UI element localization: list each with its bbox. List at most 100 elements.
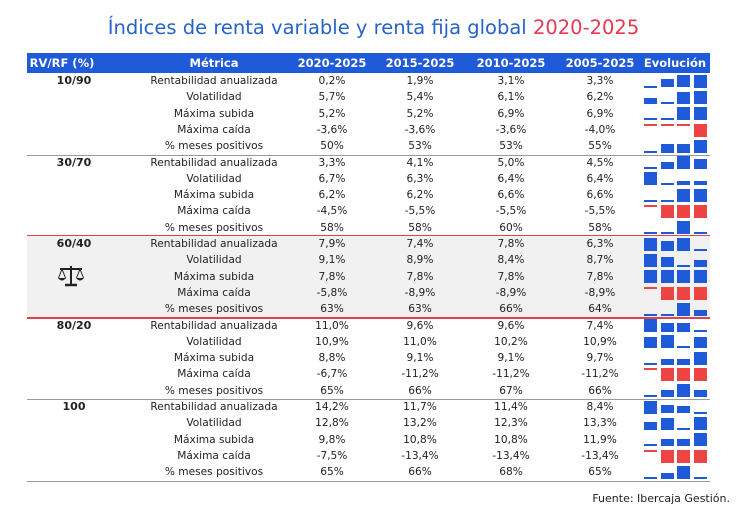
evolution-bars bbox=[642, 464, 707, 480]
table-header: RV/RF (%) Métrica 2020-2025 2015-2025 20… bbox=[27, 53, 710, 73]
evolution-bar bbox=[660, 79, 674, 88]
metric-label: % meses positivos bbox=[164, 303, 264, 316]
value-cell: 6,9% bbox=[497, 107, 525, 120]
evolution-bar bbox=[677, 368, 690, 382]
table-row: Máxima caída -5,8% -8,9% -8,9% -8,9% bbox=[27, 285, 710, 301]
evolution-bar bbox=[660, 199, 674, 202]
evolution-bar bbox=[644, 395, 657, 398]
metric-label: Volatilidad bbox=[186, 335, 242, 348]
metric-label: Rentabilidad anualizada bbox=[150, 75, 278, 87]
value-cell: 11,0% bbox=[403, 335, 437, 348]
evolution-bar bbox=[693, 232, 707, 235]
table-row: Volatilidad 12,8% 13,2% 12,3% 13,3% bbox=[27, 415, 710, 431]
group-separator bbox=[27, 154, 710, 156]
chart-title: Índices de renta variable y renta fija g… bbox=[107, 16, 640, 39]
evolution-bar bbox=[660, 144, 674, 153]
table-row: Volatilidad 6,7% 6,3% 6,4% 6,4% bbox=[27, 171, 710, 187]
evolution-bar bbox=[693, 248, 707, 251]
value-cell: -11,2% bbox=[581, 368, 619, 381]
value-cell: 64% bbox=[588, 303, 612, 316]
value-cell: 6,4% bbox=[497, 172, 525, 185]
value-cell: -4,0% bbox=[584, 123, 616, 136]
evolution-bar bbox=[644, 253, 657, 267]
metric-label: Máxima caída bbox=[177, 205, 251, 218]
value-cell: 6,2% bbox=[586, 91, 614, 104]
metric-label: Volatilidad bbox=[186, 254, 242, 267]
value-cell: 6,3% bbox=[586, 238, 614, 250]
evolution-bar bbox=[677, 264, 690, 267]
evolution-bar bbox=[677, 384, 690, 398]
evolution-bar bbox=[677, 465, 690, 479]
evolution-bar bbox=[660, 438, 674, 447]
evolution-bar bbox=[660, 335, 674, 349]
table-row: Máxima caída -7,5% -13,4% -13,4% -13,4% bbox=[27, 448, 710, 464]
value-cell: 7,4% bbox=[406, 238, 434, 250]
value-cell: -7,5% bbox=[316, 449, 348, 462]
value-cell: 63% bbox=[320, 303, 344, 316]
table-row: % meses positivos 50% 53% 53% 55% bbox=[27, 138, 710, 154]
value-cell: 6,6% bbox=[586, 189, 614, 202]
header-period-3: 2010-2025 bbox=[476, 56, 546, 70]
value-cell: 9,1% bbox=[406, 352, 434, 365]
evolution-bar bbox=[693, 74, 707, 88]
metric-label: % meses positivos bbox=[164, 384, 264, 397]
value-cell: 6,4% bbox=[586, 172, 614, 185]
evolution-bar bbox=[677, 107, 690, 121]
value-cell: 6,3% bbox=[406, 172, 434, 185]
value-cell: 60% bbox=[499, 221, 523, 234]
evolution-bar bbox=[660, 286, 674, 300]
evolution-bars bbox=[642, 155, 707, 171]
value-cell: 9,1% bbox=[497, 352, 525, 365]
evolution-bar bbox=[644, 97, 657, 104]
evolution-bars bbox=[642, 122, 707, 138]
evolution-bar bbox=[660, 205, 674, 219]
value-cell: 9,1% bbox=[318, 254, 346, 267]
evolution-bar bbox=[644, 199, 657, 202]
value-cell: 11,9% bbox=[583, 433, 617, 446]
evolution-bar bbox=[677, 323, 690, 332]
group-label: 80/20 bbox=[56, 318, 92, 332]
evolution-bar bbox=[693, 205, 707, 219]
evolution-bar bbox=[644, 172, 657, 186]
value-cell: 50% bbox=[320, 140, 344, 153]
evolution-bar bbox=[693, 351, 707, 365]
evolution-bars bbox=[642, 432, 707, 448]
value-cell: 3,3% bbox=[586, 75, 614, 87]
value-cell: -5,8% bbox=[316, 286, 348, 299]
value-cell: -13,4% bbox=[581, 449, 619, 462]
table-row: Volatilidad 10,9% 11,0% 10,2% 10,9% bbox=[27, 334, 710, 350]
evolution-bar bbox=[677, 75, 690, 88]
evolution-bars bbox=[642, 269, 707, 285]
value-cell: 8,8% bbox=[318, 352, 346, 365]
evolution-bars bbox=[642, 138, 707, 154]
value-cell: -5,5% bbox=[404, 205, 436, 218]
evolution-bar bbox=[660, 449, 674, 463]
group-separator bbox=[27, 316, 710, 319]
value-cell: 12,8% bbox=[315, 417, 349, 430]
table-row: % meses positivos 58% 58% 60% 58% bbox=[27, 220, 710, 236]
group-label: 10/90 bbox=[56, 74, 92, 87]
value-cell: 4,1% bbox=[406, 156, 434, 169]
header-evolution: Evolución bbox=[643, 56, 707, 70]
metric-label: Máxima subida bbox=[173, 352, 255, 365]
evolution-bar bbox=[644, 319, 657, 332]
table-row: Máxima caída -3,6% -3,6% -3,6% -4,0% bbox=[27, 122, 710, 138]
evolution-bar bbox=[644, 422, 657, 430]
metric-label: Máxima subida bbox=[173, 107, 255, 120]
group-separator bbox=[27, 399, 710, 400]
metric-label: Máxima caída bbox=[177, 368, 251, 381]
evolution-bars bbox=[642, 220, 707, 236]
evolution-bar bbox=[677, 156, 690, 169]
value-cell: -3,6% bbox=[316, 123, 348, 136]
evolution-bar bbox=[677, 205, 690, 219]
group-label: 60/40 bbox=[56, 237, 92, 250]
evolution-bar bbox=[660, 313, 674, 316]
evolution-bars bbox=[642, 89, 707, 105]
table-row: Máxima subida 8,8% 9,1% 9,1% 9,7% bbox=[27, 350, 710, 366]
evolution-bar bbox=[677, 221, 690, 235]
evolution-bar bbox=[660, 123, 674, 126]
value-cell: 55% bbox=[588, 140, 612, 153]
value-cell: 7,8% bbox=[586, 270, 614, 283]
evolution-bar bbox=[660, 473, 674, 479]
value-cell: 10,8% bbox=[494, 433, 528, 446]
